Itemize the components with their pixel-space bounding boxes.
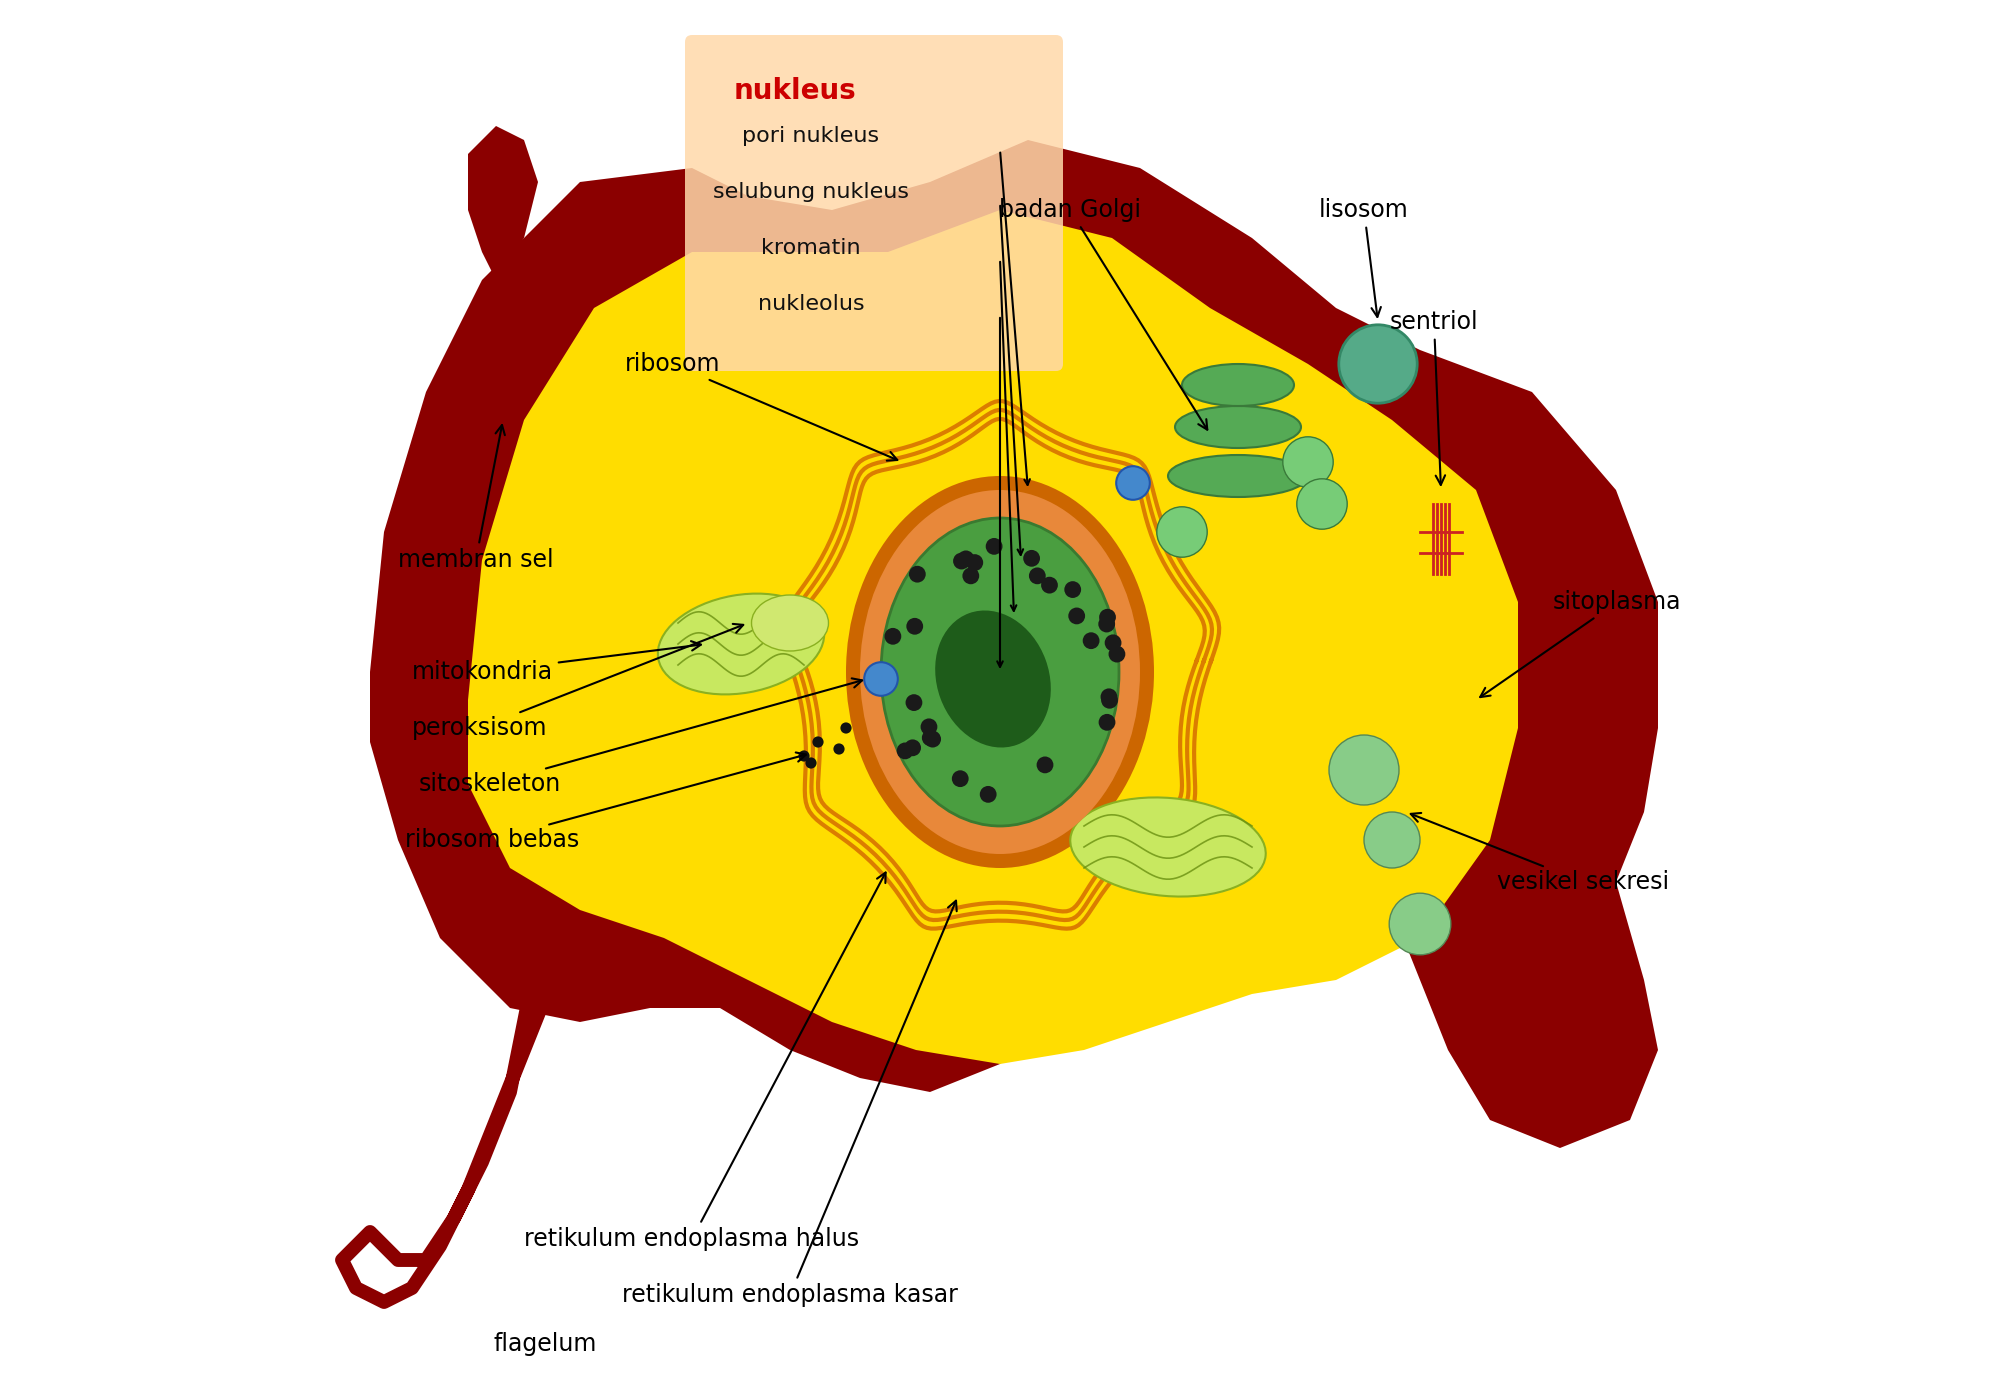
Circle shape	[1338, 325, 1418, 403]
Circle shape	[952, 770, 968, 787]
Ellipse shape	[752, 595, 828, 651]
Circle shape	[922, 729, 938, 746]
Ellipse shape	[1168, 455, 1308, 497]
Text: retikulum endoplasma kasar: retikulum endoplasma kasar	[622, 900, 958, 1308]
Text: vesikel sekresi: vesikel sekresi	[1410, 813, 1670, 895]
Circle shape	[966, 554, 984, 571]
Circle shape	[954, 553, 970, 570]
Circle shape	[906, 694, 922, 711]
Text: lisosom: lisosom	[1320, 197, 1408, 316]
Circle shape	[908, 566, 926, 582]
Circle shape	[1548, 1053, 1600, 1103]
Text: peroksisom: peroksisom	[412, 624, 744, 741]
Circle shape	[920, 718, 938, 735]
FancyBboxPatch shape	[686, 35, 1064, 371]
Text: membran sel: membran sel	[398, 426, 554, 573]
Text: pori nukleus: pori nukleus	[742, 126, 880, 146]
Circle shape	[962, 567, 980, 584]
Circle shape	[1296, 479, 1348, 529]
Circle shape	[806, 757, 816, 769]
Circle shape	[1036, 756, 1054, 773]
Circle shape	[1116, 466, 1150, 500]
Text: sentriol: sentriol	[1390, 309, 1478, 484]
Text: sitoskeleton: sitoskeleton	[420, 679, 862, 797]
Text: badan Golgi: badan Golgi	[1000, 197, 1208, 430]
Circle shape	[986, 538, 1002, 554]
Circle shape	[1068, 608, 1086, 624]
Ellipse shape	[936, 610, 1050, 748]
PathPatch shape	[468, 126, 538, 280]
Circle shape	[980, 785, 996, 802]
Ellipse shape	[1176, 406, 1300, 448]
Ellipse shape	[880, 518, 1120, 826]
PathPatch shape	[370, 140, 1658, 1148]
Circle shape	[924, 731, 942, 748]
Circle shape	[1042, 577, 1058, 594]
Text: nukleolus: nukleolus	[758, 294, 864, 314]
Circle shape	[834, 743, 844, 755]
Circle shape	[1328, 735, 1400, 805]
Circle shape	[1100, 689, 1118, 706]
Circle shape	[1534, 829, 1614, 907]
Circle shape	[904, 739, 922, 756]
Ellipse shape	[1182, 364, 1294, 406]
Circle shape	[798, 750, 810, 762]
Circle shape	[1156, 507, 1208, 557]
Circle shape	[1100, 609, 1116, 626]
Circle shape	[1104, 634, 1122, 651]
Ellipse shape	[1070, 798, 1266, 896]
Ellipse shape	[860, 490, 1140, 854]
Circle shape	[1024, 550, 1040, 567]
Text: mitokondria: mitokondria	[412, 641, 700, 685]
Circle shape	[1098, 616, 1116, 633]
Circle shape	[864, 662, 898, 696]
Circle shape	[1098, 714, 1116, 731]
Text: retikulum endoplasma halus: retikulum endoplasma halus	[524, 872, 886, 1252]
Text: sitoplasma: sitoplasma	[1480, 589, 1682, 697]
Circle shape	[1064, 581, 1082, 598]
Circle shape	[1282, 437, 1334, 487]
Circle shape	[1108, 645, 1126, 662]
Circle shape	[1390, 893, 1450, 955]
Circle shape	[812, 736, 824, 748]
Circle shape	[840, 722, 852, 734]
Circle shape	[884, 629, 902, 645]
Circle shape	[958, 550, 974, 567]
PathPatch shape	[468, 210, 1518, 1064]
Text: selubung nukleus: selubung nukleus	[712, 182, 908, 202]
Circle shape	[896, 742, 914, 759]
Ellipse shape	[658, 594, 824, 694]
Text: ribosom bebas: ribosom bebas	[406, 752, 806, 853]
Circle shape	[1102, 692, 1118, 708]
Ellipse shape	[846, 476, 1154, 868]
Circle shape	[906, 617, 924, 634]
Text: kromatin: kromatin	[762, 238, 860, 258]
Circle shape	[1028, 567, 1046, 584]
Circle shape	[1364, 812, 1420, 868]
Circle shape	[1082, 633, 1100, 650]
Text: flagelum: flagelum	[494, 1331, 596, 1357]
Text: ribosom: ribosom	[624, 351, 898, 461]
Text: nukleus: nukleus	[734, 77, 856, 105]
Circle shape	[1564, 963, 1626, 1025]
